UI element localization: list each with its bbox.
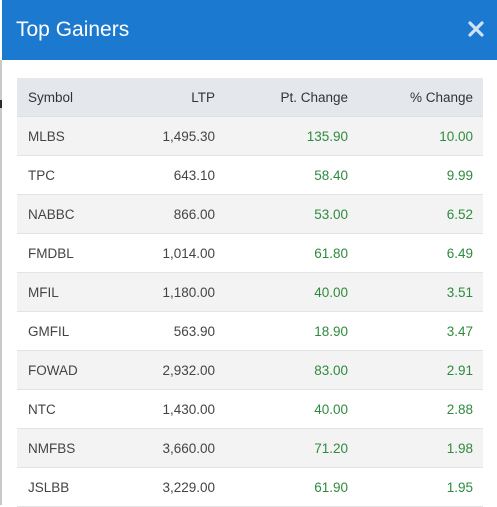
ltp-cell: 563.90 <box>173 323 215 339</box>
symbol-cell: NABBC <box>28 206 75 222</box>
modal-header: Top Gainers <box>2 0 497 60</box>
pt-change-cell: 135.90 <box>306 128 348 144</box>
background-page-mark <box>0 100 2 108</box>
ltp-cell: 3,660.00 <box>162 440 215 456</box>
pt-change-cell: 40.00 <box>314 284 348 300</box>
ltp-cell: 3,229.00 <box>162 479 215 495</box>
pct-change-cell: 1.98 <box>446 440 473 456</box>
pt-change-cell: 61.90 <box>314 479 348 495</box>
pt-change-cell: 18.90 <box>314 323 348 339</box>
symbol-cell: GMFIL <box>28 323 70 339</box>
close-icon <box>468 21 484 37</box>
table-row[interactable]: JSLBB 3,229.00 61.90 1.95 <box>17 468 483 507</box>
modal-title: Top Gainers <box>16 18 130 41</box>
pct-change-cell: 6.49 <box>446 245 473 261</box>
table-row[interactable]: FOWAD 2,932.00 83.00 2.91 <box>17 351 483 390</box>
pt-change-cell: 83.00 <box>314 362 348 378</box>
pct-change-cell: 2.88 <box>446 401 473 417</box>
ltp-cell: 1,180.00 <box>162 284 215 300</box>
table-row[interactable]: NMFBS 3,660.00 71.20 1.98 <box>17 429 483 468</box>
pct-change-cell: 6.52 <box>446 206 473 222</box>
table-body: MLBS 1,495.30 135.90 10.00 TPC 643.10 58.40 9.9… <box>17 117 483 507</box>
table-row[interactable]: MFIL 1,180.00 40.00 3.51 <box>17 273 483 312</box>
symbol-cell: NMFBS <box>28 440 76 456</box>
column-header-pct-change[interactable]: % Change <box>409 89 473 105</box>
table-row[interactable]: TPC 643.10 58.40 9.99 <box>17 156 483 195</box>
column-header-ltp[interactable]: LTP <box>191 89 215 105</box>
symbol-cell: MFIL <box>28 284 59 300</box>
pt-change-cell: 53.00 <box>314 206 348 222</box>
table-row[interactable]: FMDBL 1,014.00 61.80 6.49 <box>17 234 483 273</box>
column-header-symbol[interactable]: Symbol <box>28 89 74 105</box>
pct-change-cell: 10.00 <box>439 128 473 144</box>
symbol-cell: FOWAD <box>28 362 78 378</box>
gainers-table: Symbol LTP Pt. Change % Change MLBS 1,495… <box>17 78 483 507</box>
ltp-cell: 2,932.00 <box>162 362 215 378</box>
ltp-cell: 643.10 <box>173 167 215 183</box>
ltp-cell: 1,495.30 <box>162 128 215 144</box>
background-page-edge <box>0 60 2 505</box>
close-button[interactable] <box>467 20 485 38</box>
symbol-cell: TPC <box>28 167 55 183</box>
pct-change-cell: 9.99 <box>446 167 473 183</box>
symbol-cell: FMDBL <box>28 245 74 261</box>
symbol-cell: JSLBB <box>28 479 70 495</box>
symbol-cell: MLBS <box>28 128 65 144</box>
ltp-cell: 1,430.00 <box>162 401 215 417</box>
table-row[interactable]: NABBC 866.00 53.00 6.52 <box>17 195 483 234</box>
symbol-cell: NTC <box>28 401 56 417</box>
ltp-cell: 866.00 <box>173 206 215 222</box>
pct-change-cell: 3.51 <box>446 284 473 300</box>
table-header: Symbol LTP Pt. Change % Change <box>17 78 483 117</box>
table-row[interactable]: GMFIL 563.90 18.90 3.47 <box>17 312 483 351</box>
pct-change-cell: 2.91 <box>446 362 473 378</box>
pt-change-cell: 61.80 <box>314 245 348 261</box>
column-header-pt-change[interactable]: Pt. Change <box>280 89 348 105</box>
pct-change-cell: 3.47 <box>446 323 473 339</box>
pct-change-cell: 1.95 <box>446 479 473 495</box>
pt-change-cell: 71.20 <box>314 440 348 456</box>
ltp-cell: 1,014.00 <box>162 245 215 261</box>
table-row[interactable]: MLBS 1,495.30 135.90 10.00 <box>17 117 483 156</box>
pt-change-cell: 58.40 <box>314 167 348 183</box>
table-row[interactable]: NTC 1,430.00 40.00 2.88 <box>17 390 483 429</box>
pt-change-cell: 40.00 <box>314 401 348 417</box>
